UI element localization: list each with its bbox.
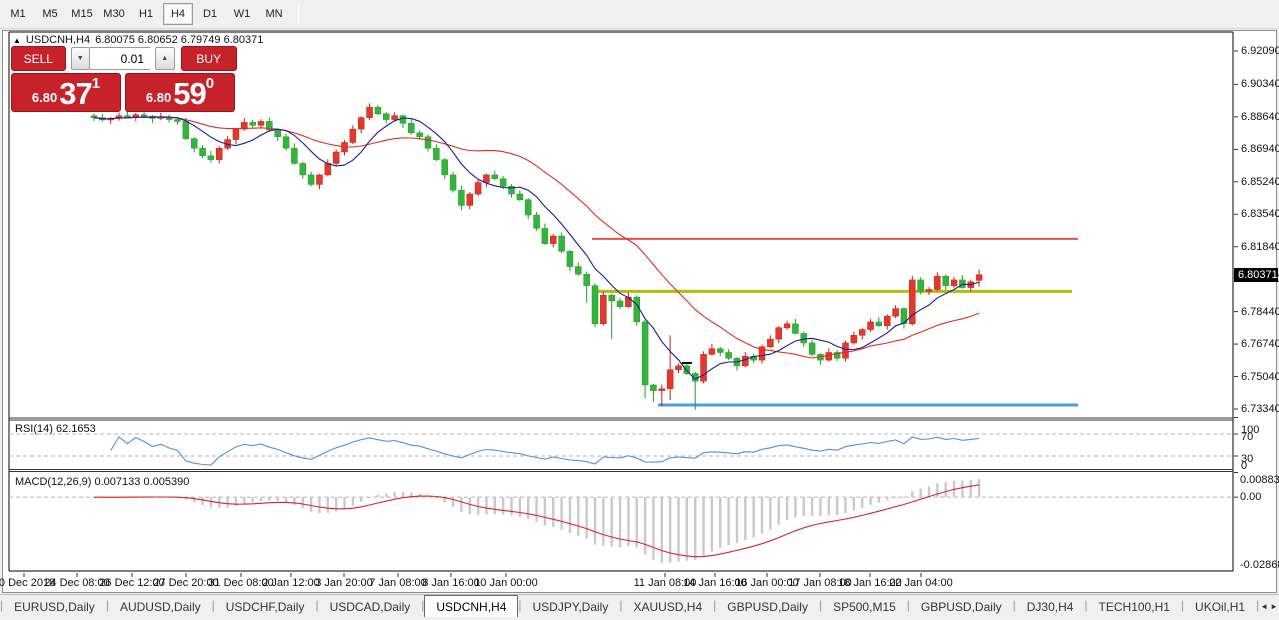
buy-price-main: 59 [173, 76, 206, 111]
tab-tech100-h1[interactable]: TECH100,H1 [1098, 599, 1170, 614]
tab-sp500-m15[interactable]: SP500,M15 [833, 599, 896, 614]
chart-symbol-label: USDCNH,H4 [25, 34, 91, 46]
tab-separator: | [619, 598, 623, 612]
chart-title: ▲ USDCNH,H4 6.80075 6.80652 6.79749 6.80… [13, 34, 263, 46]
rsi-value: 62.1653 [55, 423, 96, 435]
chevron-down-icon: ▼ [76, 55, 84, 62]
sell-button[interactable]: SELL [11, 46, 66, 71]
tabs-scroll-right-icon[interactable]: ► [1270, 601, 1278, 611]
timeframe-button-h4[interactable]: H4 [163, 3, 193, 25]
tabs-scroll-left-icon[interactable]: ◄ [1260, 601, 1269, 611]
tab-xauusd-h4[interactable]: XAUUSD,H4 [633, 599, 703, 614]
buy-price-prefix: 6.80 [145, 90, 172, 105]
sell-price-prefix: 6.80 [31, 90, 58, 105]
tab-gbpusd-daily[interactable]: GBPUSD,Daily [920, 599, 1002, 614]
tab-separator: | [1084, 598, 1088, 612]
buy-button[interactable]: BUY [180, 46, 237, 71]
timeframe-button-m15[interactable]: M15 [71, 8, 93, 20]
tab-separator: | [906, 598, 910, 612]
tab-usdjpy-daily[interactable]: USDJPY,Daily [532, 599, 609, 614]
timeframe-button-m5[interactable]: M5 [42, 8, 58, 20]
chart-ohlc-quote: 6.80075 6.80652 6.79749 6.80371 [95, 34, 264, 46]
timeframe-toolbar: M1 M5 M15 M30 H1 H4 D1 W1 MN [0, 0, 1279, 29]
buy-price-button[interactable]: 6.80 59 0 [125, 73, 235, 112]
tab-ukoil-h1[interactable]: UKOil,H1 [1195, 599, 1246, 614]
symbol-tabbar: | EURUSD,Daily | AUDUSD,Daily | USDCHF,Daily |… [0, 594, 1279, 620]
tab-dj30-h4[interactable]: DJ30,H4 [1026, 599, 1074, 614]
tab-separator: | [315, 598, 319, 612]
triangle-up-icon: ▲ [13, 35, 21, 45]
tab-separator: | [1256, 598, 1260, 612]
timeframe-button-m30[interactable]: M30 [103, 8, 125, 20]
tab-usdcad-daily[interactable]: USDCAD,Daily [329, 599, 411, 614]
macd-name: MACD(12,26,9) [15, 476, 92, 488]
tab-audusd-daily[interactable]: AUDUSD,Daily [119, 599, 201, 614]
volume-up-button[interactable]: ▲ [155, 47, 175, 70]
tab-eurusd-daily[interactable]: EURUSD,Daily [14, 599, 95, 614]
tab-separator: | [1180, 598, 1185, 612]
chart-window[interactable]: 0.0088390.00-0.0286836.920906.903406.886… [0, 30, 1279, 594]
tab-gbpusd-daily[interactable]: GBPUSD,Daily [727, 599, 808, 614]
tab-separator: | [1012, 598, 1016, 612]
tab-separator: | [421, 598, 425, 612]
timeframe-buttons: M1 M5 M15 M30 H1 H4 D1 W1 MN [2, 3, 290, 25]
rsi-label: RSI(14) 62.1653 [15, 423, 96, 435]
timeframe-button-d1[interactable]: D1 [202, 8, 218, 20]
tab-separator: | [713, 598, 717, 612]
volume-down-button[interactable]: ▼ [70, 47, 91, 70]
timeframe-button-h1[interactable]: H1 [138, 8, 154, 20]
tab-usdchf-daily[interactable]: USDCHF,Daily [225, 599, 305, 614]
timeframe-button-w1[interactable]: W1 [233, 8, 251, 20]
volume-input[interactable] [90, 47, 151, 70]
rsi-name: RSI(14) [15, 423, 53, 435]
one-click-trade-panel: SELL ▼ ▲ BUY 6.80 37 1 6.80 59 0 [11, 46, 237, 112]
macd-value-main: 0.007133 [94, 476, 141, 488]
tab-separator: | [211, 598, 215, 612]
chevron-up-icon: ▲ [161, 55, 169, 62]
chart-canvas[interactable] [3, 31, 1278, 594]
sell-price-pipette: 1 [91, 75, 101, 92]
macd-value-signal: 0.005390 [143, 476, 190, 488]
timeframe-button-mn[interactable]: MN [265, 8, 283, 20]
toolbar-separator [298, 4, 299, 24]
tab-separator: | [818, 598, 823, 612]
sell-price-button[interactable]: 6.80 37 1 [11, 73, 121, 112]
tab-separator: | [0, 598, 4, 612]
tab-separator: | [105, 598, 109, 612]
sell-price-main: 37 [59, 76, 92, 111]
timeframe-button-m1[interactable]: M1 [10, 8, 26, 20]
macd-label: MACD(12,26,9) 0.007133 0.005390 [15, 476, 189, 488]
tab-separator: | [518, 598, 522, 612]
current-price-tag: 6.80371 [1234, 267, 1278, 282]
buy-price-pipette: 0 [205, 75, 215, 92]
tab-usdcnh-h4[interactable]: USDCNH,H4 [424, 595, 519, 617]
